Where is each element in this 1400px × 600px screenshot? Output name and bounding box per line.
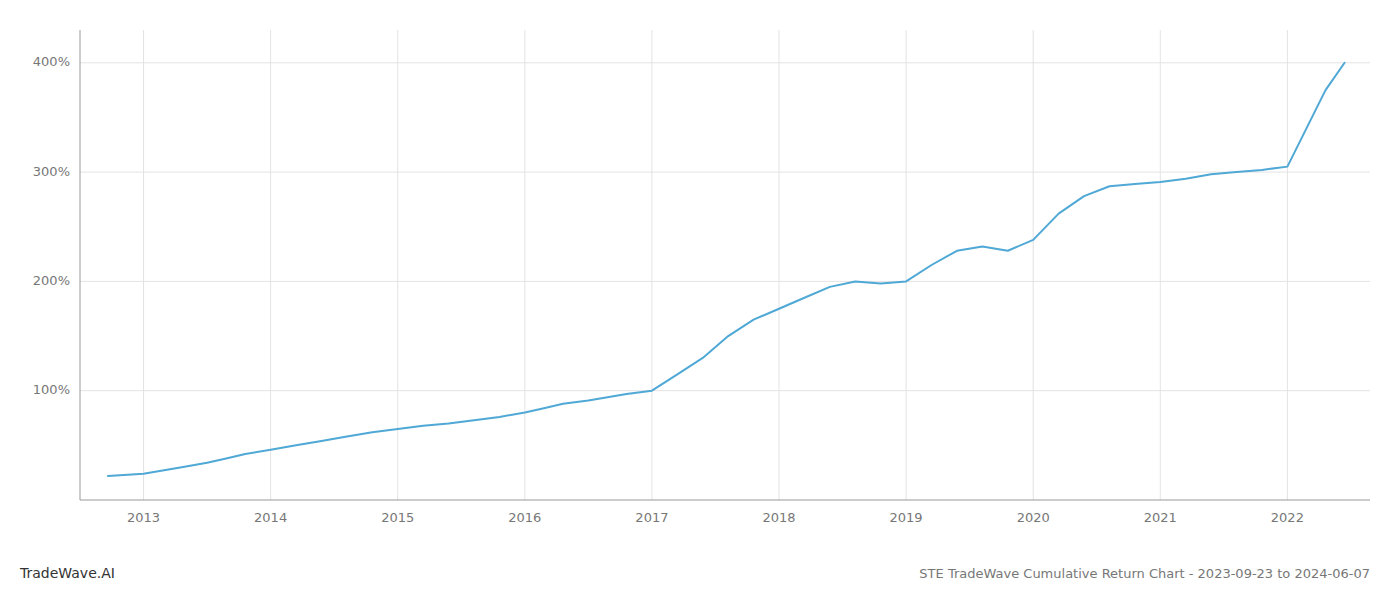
chart-svg: 100% 200% 300% 400% 2013 2014 2015 2016 2017 2018… bbox=[0, 0, 1400, 600]
x-tick-label: 2021 bbox=[1144, 510, 1177, 525]
chart-container: 100% 200% 300% 400% 2013 2014 2015 2016 2017 2018… bbox=[0, 0, 1400, 600]
x-tick-label: 2015 bbox=[381, 510, 414, 525]
x-tick-label: 2019 bbox=[890, 510, 923, 525]
tick-labels: 100% 200% 300% 400% 2013 2014 2015 2016 2017 2018… bbox=[33, 54, 1304, 525]
x-grid-line bbox=[270, 30, 271, 500]
x-tick-label: 2018 bbox=[762, 510, 795, 525]
y-axis-line bbox=[80, 30, 81, 500]
x-tick-label: 2022 bbox=[1271, 510, 1304, 525]
y-tick-label: 300% bbox=[33, 164, 70, 179]
y-grid-line bbox=[80, 390, 1370, 391]
x-tick-label: 2013 bbox=[127, 510, 160, 525]
y-tick-label: 400% bbox=[33, 54, 70, 69]
x-grid-line bbox=[1160, 30, 1161, 500]
y-tick-label: 200% bbox=[33, 273, 70, 288]
x-grid-line bbox=[143, 30, 144, 500]
x-grid-line bbox=[651, 30, 652, 500]
x-tick-label: 2016 bbox=[508, 510, 541, 525]
background bbox=[0, 0, 1400, 600]
x-tick-label: 2014 bbox=[254, 510, 287, 525]
x-grid-line bbox=[1287, 30, 1288, 500]
x-grid-line bbox=[779, 30, 780, 500]
watermark: TradeWave.AI bbox=[19, 565, 115, 581]
chart-title: STE TradeWave Cumulative Return Chart - … bbox=[919, 566, 1370, 581]
grid bbox=[80, 30, 1370, 500]
x-grid-line bbox=[906, 30, 907, 500]
return-line bbox=[108, 63, 1345, 476]
x-tick-label: 2017 bbox=[635, 510, 668, 525]
x-grid-line bbox=[1033, 30, 1034, 500]
x-grid-line bbox=[524, 30, 525, 500]
y-tick-label: 100% bbox=[33, 382, 70, 397]
y-grid-line bbox=[80, 281, 1370, 282]
line-group bbox=[108, 63, 1345, 476]
x-axis-line bbox=[80, 500, 1370, 501]
y-grid-line bbox=[80, 172, 1370, 173]
x-tick-label: 2020 bbox=[1017, 510, 1050, 525]
y-grid-line bbox=[80, 62, 1370, 63]
